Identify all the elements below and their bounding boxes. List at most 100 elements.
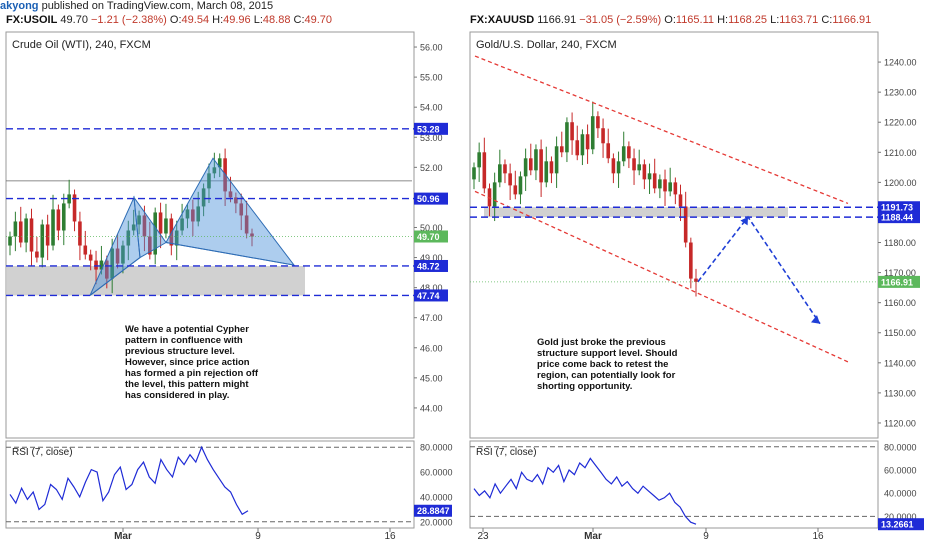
- y-tick-label: 1180.00: [884, 238, 916, 248]
- candle-body: [158, 212, 163, 234]
- x-tick-label: 16: [812, 531, 824, 542]
- x-tick-label: Mar: [114, 531, 132, 542]
- candle-body: [549, 161, 554, 174]
- author-name[interactable]: akyong: [0, 0, 39, 12]
- y-tick-label: 1200.00: [884, 178, 917, 188]
- ticker-close: 49.70: [304, 14, 333, 26]
- channel-lower-line: [474, 190, 851, 364]
- pattern-triangle: [165, 157, 296, 266]
- y-tick-label: 1130.00: [884, 388, 916, 398]
- candle-body: [126, 230, 131, 246]
- level-tag: [878, 201, 920, 214]
- candle-body: [244, 215, 249, 234]
- level-tag: [878, 211, 920, 224]
- candle-body: [250, 233, 254, 237]
- gold-chart: Gold/U.S. Dollar, 240, FXCM 1240.00 1230.0…: [469, 31, 924, 542]
- crude-oil-chart: Crude Oil (WTI), 240, FXCM 56.00 55.00 54.0…: [5, 31, 453, 542]
- last-price-label: 1166.91: [881, 277, 913, 287]
- last-price-tag: [414, 230, 448, 243]
- candle-body: [45, 224, 50, 246]
- candle-body: [642, 164, 647, 180]
- candle-body: [518, 176, 523, 195]
- annotation-line: previous structure level.: [125, 346, 235, 357]
- candle-body: [647, 173, 652, 180]
- y-tick-label: 53.00: [420, 133, 443, 143]
- candle-body: [35, 251, 39, 258]
- candle-body: [523, 158, 528, 177]
- pattern-leg: [165, 242, 295, 266]
- candle-body: [627, 146, 631, 159]
- candle-body: [191, 209, 195, 222]
- ticker-change: −31.05 (−2.59%): [579, 14, 662, 26]
- y-tick-label: 55.00: [420, 73, 443, 83]
- candle-body: [580, 134, 585, 156]
- candle-body: [652, 173, 657, 189]
- candle-body: [565, 122, 569, 153]
- y-tick-label: 1120.00: [884, 418, 916, 428]
- candle-body: [606, 143, 611, 159]
- candle-body: [94, 260, 98, 270]
- candle-body: [575, 140, 580, 156]
- candle-body: [482, 152, 487, 189]
- candle-body: [632, 158, 636, 171]
- candle-body: [164, 218, 168, 234]
- annotation-line: Gold just broke the previous: [537, 337, 666, 348]
- level-tag: [414, 259, 448, 272]
- candle-body: [596, 116, 600, 129]
- support-zone: [484, 207, 788, 218]
- candle-body: [201, 188, 206, 207]
- candle-body: [217, 158, 222, 168]
- projection-arrowhead: [740, 216, 748, 226]
- rsi-tick-label: 80.0000: [884, 442, 917, 452]
- ticker-open: 49.54: [181, 14, 210, 26]
- candle-body: [83, 245, 88, 255]
- ticker-price: 1166.91: [537, 14, 577, 26]
- ticker-open-label: O:: [169, 14, 182, 26]
- ticker-open: 1165.11: [675, 14, 715, 26]
- candle-body: [78, 221, 82, 246]
- candle-body: [663, 179, 667, 192]
- candle-body: [472, 167, 476, 180]
- annotation-line: price come back to retest the: [537, 359, 668, 370]
- ticker-bar-gold: FX:XAUUSD 1166.91 −31.05 (−2.59%) O:1165…: [470, 14, 871, 26]
- rsi-last-label: 13.2661: [881, 520, 914, 530]
- candle-body: [18, 221, 23, 243]
- annotation-line: the level, this pattern might: [125, 379, 249, 390]
- x-tick-label: Mar: [584, 531, 602, 542]
- level-tag-label: 50.96: [417, 194, 440, 204]
- candle-body: [180, 218, 184, 231]
- candle-body: [559, 146, 564, 153]
- y-tick-label: 1240.00: [884, 58, 917, 68]
- y-tick-label: 1210.00: [884, 148, 917, 158]
- annotation-line: structure support level. Should: [537, 348, 678, 359]
- rsi-tick-label: 20.0000: [884, 512, 917, 522]
- candle-body: [24, 218, 28, 243]
- candle-body: [51, 209, 55, 246]
- candle-body: [239, 203, 244, 216]
- candle-body: [72, 194, 77, 222]
- rsi-tick-label: 60.0000: [420, 468, 453, 478]
- projection-path: [697, 215, 821, 325]
- ticker-close-label: C:: [293, 14, 305, 26]
- candle-body: [153, 212, 157, 255]
- rsi-label: RSI (7, close): [476, 447, 537, 458]
- annotation-line: region, can potentially look for: [537, 370, 676, 381]
- rsi-last-tag: [878, 518, 924, 531]
- support-zone: [6, 265, 305, 296]
- ticker-low-label: L:: [770, 14, 780, 26]
- candle-body: [658, 179, 662, 189]
- chart-title: Gold/U.S. Dollar, 240, FXCM: [476, 39, 617, 51]
- candle-body: [601, 128, 605, 144]
- rsi-tick-label: 40.0000: [420, 492, 453, 502]
- level-tag-label: 53.28: [417, 124, 440, 134]
- level-tag-label: 1191.73: [881, 203, 913, 213]
- rsi-pane-frame: [469, 440, 879, 529]
- x-tick-label: 23: [477, 531, 489, 542]
- level-tag-label: 1188.44: [881, 213, 913, 223]
- candle-body: [29, 218, 34, 252]
- ticker-high: 49.96: [223, 14, 251, 26]
- candle-body: [174, 230, 179, 246]
- y-tick-label: 52.00: [420, 163, 443, 173]
- candle-body: [689, 242, 693, 279]
